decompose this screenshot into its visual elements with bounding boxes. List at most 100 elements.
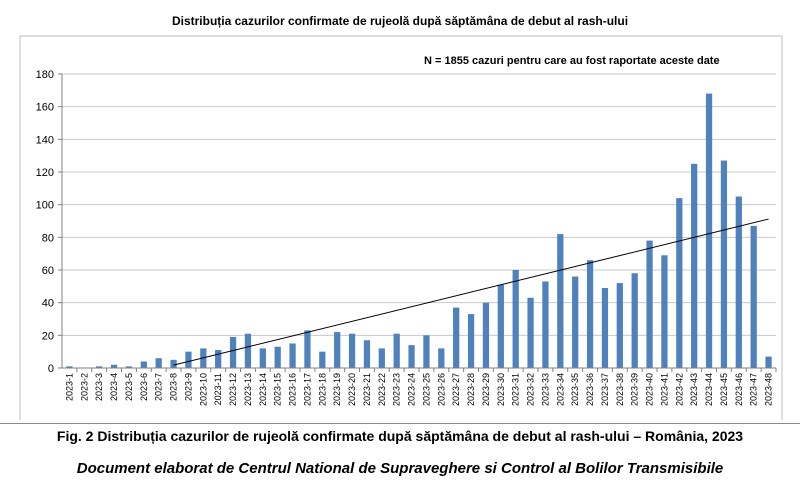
chart-border — [19, 35, 783, 423]
x-tick-label: 2023-8 — [169, 373, 179, 401]
bar — [155, 358, 162, 368]
gridlines — [62, 73, 776, 336]
x-tick-label: 2023-29 — [481, 373, 491, 406]
x-tick-label: 2023-34 — [555, 373, 565, 406]
bar — [408, 345, 415, 368]
x-tick-label: 2023-2 — [79, 373, 89, 401]
x-tick-label: 2023-17 — [302, 373, 312, 406]
bar — [676, 198, 683, 368]
bar — [586, 260, 594, 368]
credit-line: Document elaborat de Centrul National de… — [76, 460, 724, 477]
x-tick-label: 2023-20 — [347, 373, 357, 406]
bar — [378, 348, 385, 368]
x-tick-label: 2023-23 — [392, 373, 402, 406]
x-tick-label: 2023-37 — [600, 373, 610, 406]
x-tick-label: 2023-46 — [734, 373, 744, 406]
x-tick-label: 2023-6 — [139, 373, 149, 401]
x-tick-label: 2023-35 — [570, 373, 580, 406]
bar — [140, 361, 147, 368]
x-tick-label: 2023-33 — [540, 373, 550, 406]
bar-chart: N = 1855 cazuri pentru care au fost rapo… — [19, 35, 783, 423]
bar — [646, 240, 653, 368]
bar — [185, 351, 192, 368]
y-tick-label: 120 — [36, 167, 54, 179]
x-tick-label: 2023-36 — [585, 373, 595, 406]
x-tick-label: 2023-3 — [94, 373, 104, 401]
x-tick-label: 2023-11 — [213, 373, 223, 405]
y-tick-label: 140 — [36, 134, 54, 146]
chart-area: N = 1855 cazuri pentru care au fost rapo… — [19, 35, 783, 423]
x-tick-label: 2023-4 — [109, 373, 119, 401]
x-tick-label: 2023-18 — [317, 373, 327, 406]
x-tick-label: 2023-30 — [496, 373, 506, 406]
x-tick-label: 2023-1 — [64, 373, 74, 401]
bar — [705, 93, 713, 368]
x-axis-labels: 2023-1 2023-2 2023-3 2023-4 2023-5 2023-6 2023… — [64, 368, 777, 406]
x-tick-label: 2023-22 — [377, 373, 387, 406]
bar — [542, 281, 549, 368]
trend-line — [173, 218, 769, 366]
bar — [334, 332, 341, 368]
bars — [66, 93, 772, 368]
x-tick-label: 2023-14 — [258, 373, 268, 406]
bar — [512, 270, 519, 368]
x-tick-label: 2023-25 — [421, 373, 431, 406]
x-tick-label: 2023-19 — [332, 373, 342, 406]
x-tick-label: 2023-26 — [436, 373, 446, 406]
y-tick-label: 40 — [42, 298, 54, 310]
x-tick-label: 2023-31 — [511, 373, 521, 406]
x-tick-label: 2023-28 — [466, 373, 476, 406]
x-tick-label: 2023-5 — [124, 373, 134, 401]
bar — [601, 287, 609, 368]
bar — [691, 163, 698, 368]
x-tick-label: 2023-39 — [630, 373, 640, 406]
y-tick-label: 100 — [36, 200, 54, 212]
bar — [96, 366, 103, 368]
bar — [229, 336, 237, 368]
bar — [735, 196, 742, 368]
bar — [572, 276, 579, 368]
y-tick-label: 60 — [42, 265, 54, 277]
chart-title: Distribuția cazurilor confirmate de ruje… — [171, 14, 629, 28]
x-tick-label: 2023-32 — [526, 373, 536, 406]
bar — [170, 359, 177, 368]
y-axis-ticks: 0 20 40 60 80 100 120 140 160 180 — [36, 69, 62, 375]
y-tick-label: 80 — [42, 232, 54, 244]
x-tick-label: 2023-41 — [659, 373, 669, 406]
bar — [304, 330, 311, 368]
y-tick-label: 160 — [36, 102, 54, 114]
bar — [244, 333, 252, 368]
bar — [259, 348, 266, 368]
bar — [438, 348, 445, 368]
bar — [482, 302, 490, 368]
bar — [750, 225, 757, 368]
y-tick-label: 180 — [36, 69, 54, 81]
bar — [557, 234, 564, 368]
x-tick-label: 2023-48 — [764, 373, 774, 406]
bar — [110, 364, 118, 368]
bar — [348, 333, 356, 368]
x-tick-label: 2023-10 — [198, 373, 208, 406]
bar — [125, 366, 133, 368]
x-tick-label: 2023-47 — [749, 373, 759, 406]
bar — [319, 351, 326, 368]
bar — [215, 350, 222, 368]
x-tick-label: 2023-24 — [407, 373, 417, 406]
trendline — [173, 218, 769, 366]
x-tick-label: 2023-9 — [183, 373, 193, 401]
figure-caption: Fig. 2 Distribuția cazurilor de rujeolă … — [56, 428, 744, 444]
bar — [661, 255, 668, 368]
x-tick-label: 2023-7 — [154, 373, 164, 401]
bar — [467, 314, 475, 368]
x-tick-label: 2023-38 — [615, 373, 625, 406]
bar — [497, 284, 504, 368]
y-tick-label: 20 — [42, 330, 54, 342]
divider — [0, 423, 800, 424]
x-tick-label: 2023-42 — [674, 373, 684, 406]
x-tick-label: 2023-16 — [288, 373, 298, 406]
bar — [631, 273, 638, 368]
x-tick-label: 2023-44 — [704, 373, 714, 406]
x-tick-label: 2023-21 — [362, 373, 372, 406]
bar — [66, 366, 73, 368]
bar — [274, 346, 281, 368]
